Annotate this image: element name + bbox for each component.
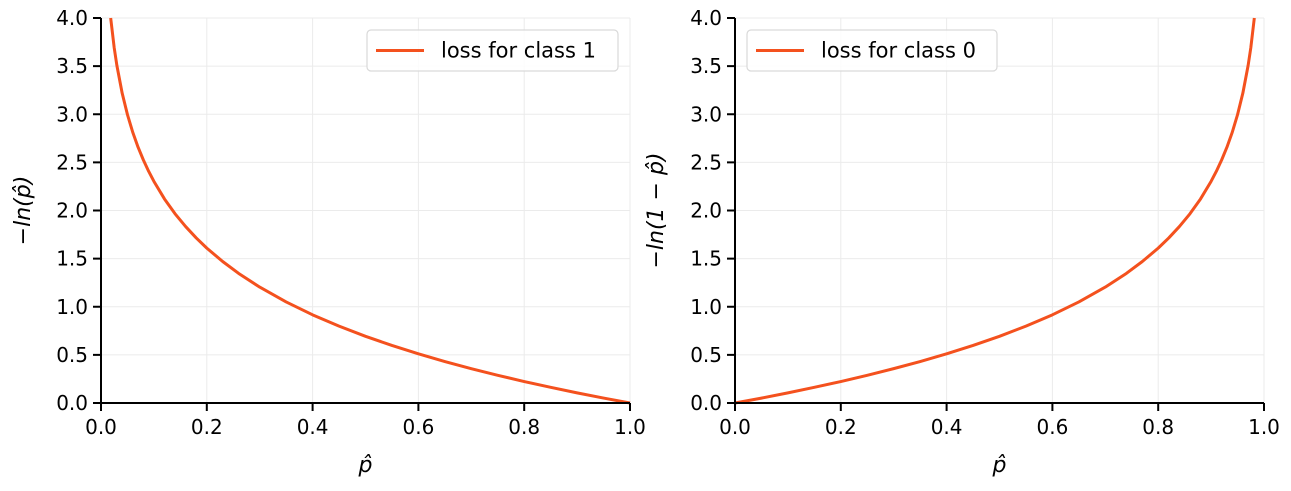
series-line-0	[109, 17, 631, 405]
x-axis-label: p̂	[358, 453, 373, 478]
series-line-0	[734, 17, 1256, 405]
y-tick-label: 1.5	[56, 247, 88, 271]
x-tick-label: 0.2	[825, 415, 857, 439]
legend: loss for class 1	[366, 29, 619, 72]
y-tick-label: 1.0	[56, 295, 88, 319]
y-tick-label: 0.0	[56, 391, 88, 415]
y-tick-label: 4.0	[690, 6, 722, 30]
legend-box	[366, 29, 619, 72]
legend-box	[746, 29, 998, 72]
x-tick-label: 0.2	[191, 415, 223, 439]
x-tick-label: 0.0	[85, 415, 117, 439]
x-tick-label: 0.6	[402, 415, 434, 439]
y-tick-label: 2.0	[690, 199, 722, 223]
x-tick-label: 1.0	[1248, 415, 1280, 439]
y-axis-label: −ln(p̂)	[11, 176, 36, 246]
legend: loss for class 0	[746, 29, 998, 72]
y-tick-label: 3.5	[690, 54, 722, 78]
y-tick-label: 2.5	[690, 150, 722, 174]
y-tick-label: 2.5	[56, 150, 88, 174]
x-tick-label: 0.8	[1142, 415, 1174, 439]
x-tick-label: 0.6	[1036, 415, 1068, 439]
y-tick-label: 0.0	[690, 391, 722, 415]
y-tick-label: 3.0	[56, 102, 88, 126]
y-tick-label: 0.5	[56, 343, 88, 367]
y-tick-label: 3.0	[690, 102, 722, 126]
chart-panel-right: 0.0 0.2 0.4 0.6 0.8 1.0 0.0 0.5 1.0 1.5 2.0 2.5 3.0 3…	[644, 6, 1280, 478]
legend-label: loss for class 1	[441, 39, 596, 63]
x-tick-label: 0.4	[297, 415, 329, 439]
x-tick-label: 0.4	[931, 415, 963, 439]
legend-label: loss for class 0	[821, 39, 976, 63]
y-axis-label: −ln(1 − p̂)	[644, 152, 669, 268]
chart-panel-left: 0.0 0.2 0.4 0.6 0.8 1.0 0.0 0.5 1.0 1.5 2.0 2.5 3.0 3…	[11, 6, 646, 478]
x-axis-label: p̂	[992, 453, 1007, 478]
y-tick-label: 0.5	[690, 343, 722, 367]
x-tick-label: 0.0	[719, 415, 751, 439]
y-tick-label: 4.0	[56, 6, 88, 30]
x-tick-label: 1.0	[614, 415, 646, 439]
y-tick-label: 1.0	[690, 295, 722, 319]
x-tick-label: 0.8	[508, 415, 540, 439]
y-tick-label: 3.5	[56, 54, 88, 78]
y-tick-label: 2.0	[56, 199, 88, 223]
y-tick-label: 1.5	[690, 247, 722, 271]
